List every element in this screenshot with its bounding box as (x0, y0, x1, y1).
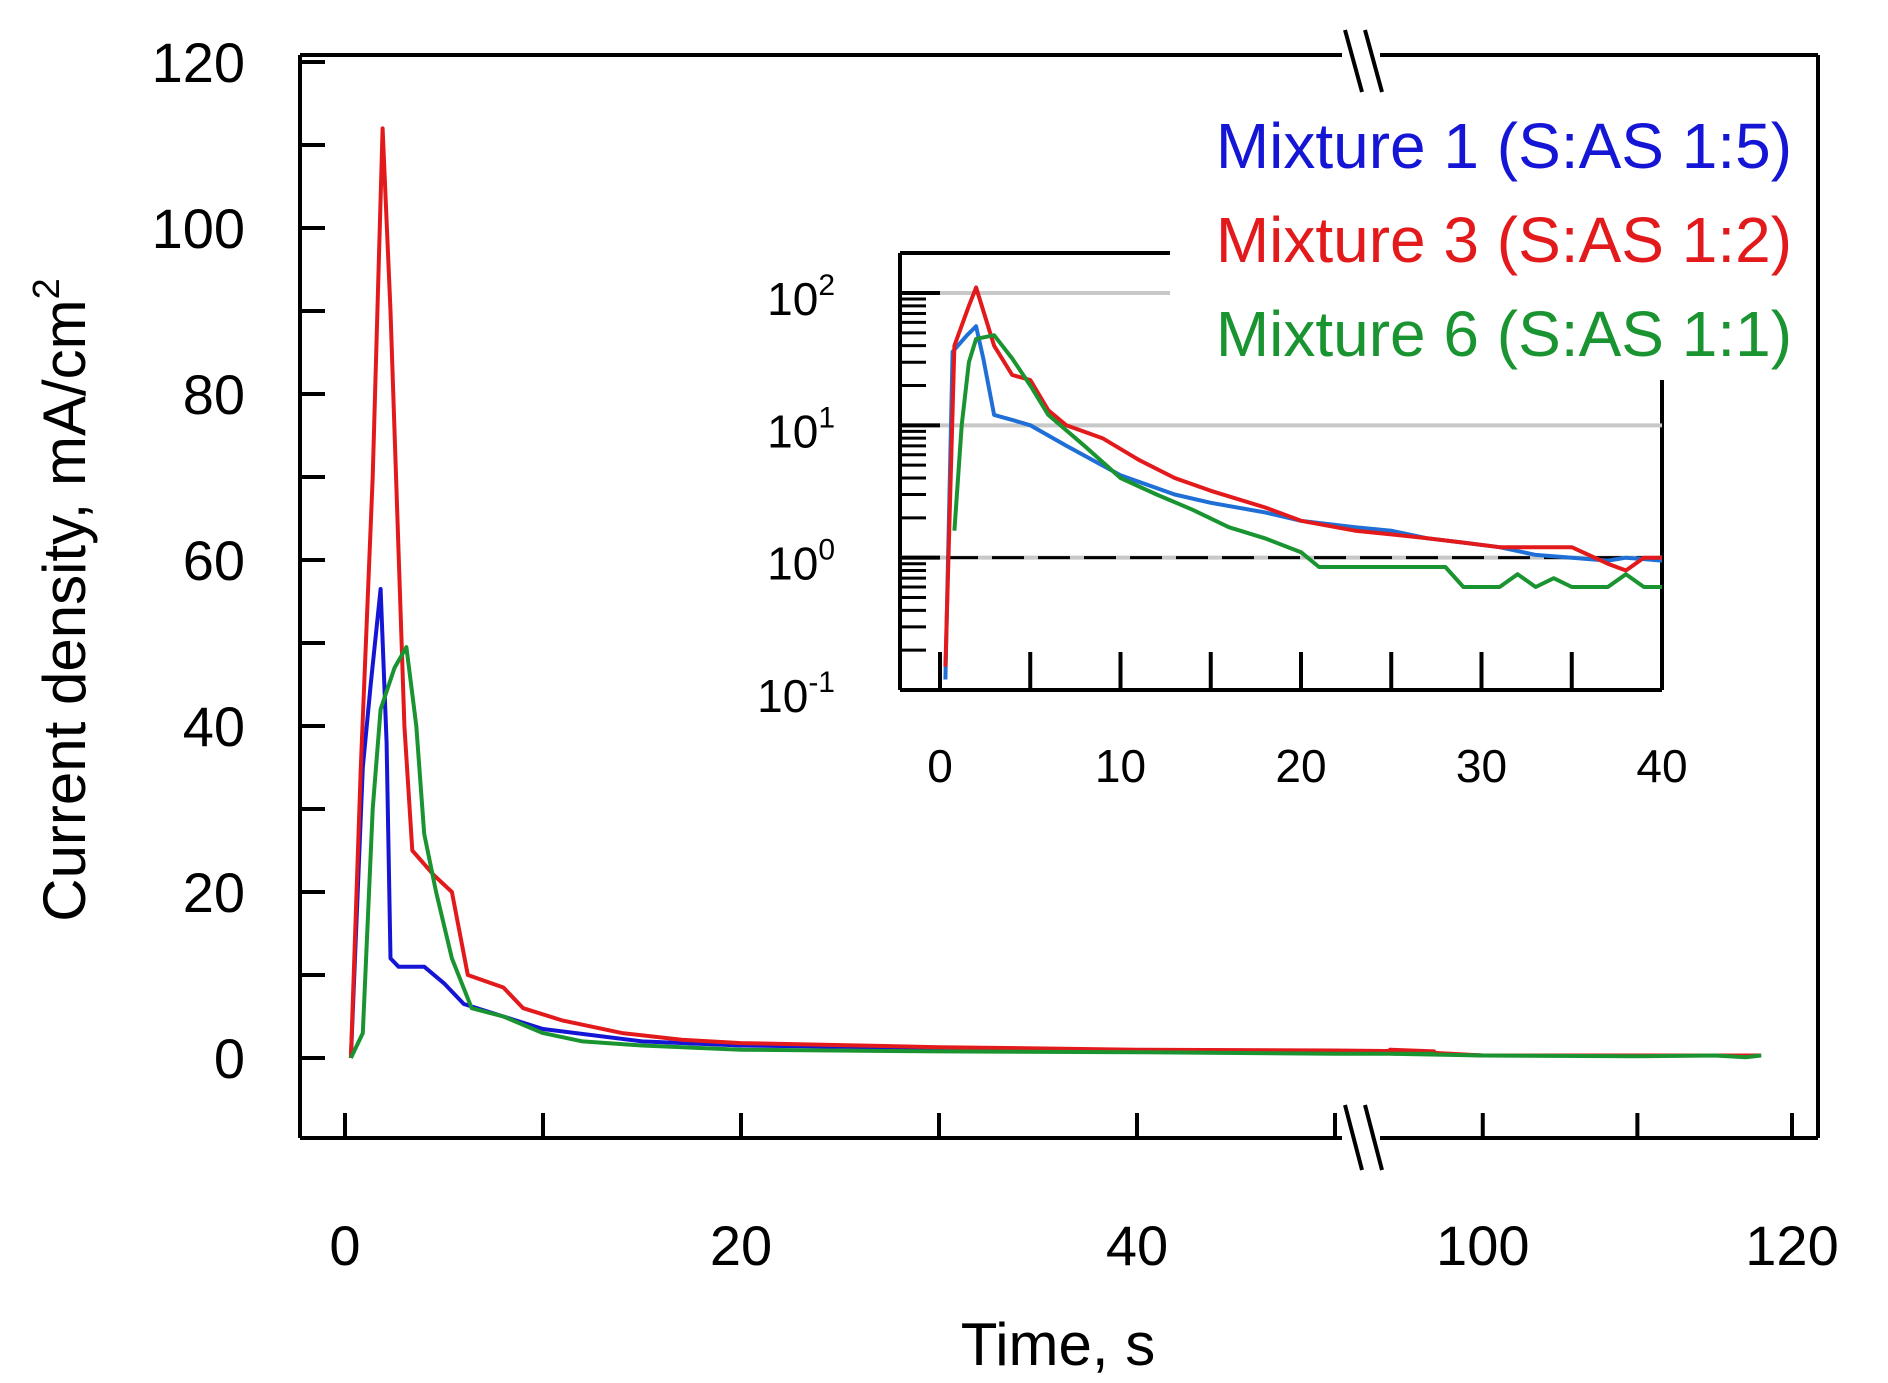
main-series-line-2 (348, 126, 1762, 1059)
inset-y-tick-label: 100 (767, 534, 835, 590)
inset-y-tick-base: 10 (767, 273, 818, 325)
inset-y-tick-exponent: 1 (818, 401, 835, 434)
x-tick-label: 40 (1106, 1214, 1168, 1277)
inset-x-tick-label: 20 (1275, 740, 1326, 792)
x-tick-label: 20 (710, 1214, 772, 1277)
y-tick-label: 20 (183, 861, 245, 924)
y-axis-title-main: Current density, mA/cm (31, 299, 98, 921)
inset-y-tick-label: 10-1 (757, 666, 835, 722)
x-tick-label: 120 (1745, 1214, 1838, 1277)
y-tick-label: 60 (183, 529, 245, 592)
inset-x-tick-label: 10 (1095, 740, 1146, 792)
inset-x-tick-label: 0 (927, 740, 953, 792)
y-tick-label: 80 (183, 363, 245, 426)
inset-y-tick-exponent: 2 (818, 269, 835, 302)
x-tick-label: 100 (1436, 1214, 1529, 1277)
main-series-line-3 (349, 645, 1762, 1060)
legend-entry-mixture-1: Mixture 1 (S:AS 1:5) (1216, 110, 1792, 182)
inset-y-tick-base: 10 (767, 405, 818, 457)
axis-break-mark-bottom-2 (1363, 1104, 1384, 1171)
main-plot-frame (298, 29, 1820, 1171)
y-tick-label: 40 (183, 695, 245, 758)
inset-series-line-3 (952, 333, 1662, 589)
axis-break-mark-top-1 (1343, 29, 1364, 93)
y-axis-title-group: Current density, mA/cm2 (26, 278, 98, 922)
inset-y-tick-base: 10 (767, 538, 818, 590)
inset-x-tick-label: 40 (1636, 740, 1687, 792)
y-tick-label: 100 (152, 197, 245, 260)
inset-y-tick-exponent: 0 (818, 534, 835, 567)
x-tick-label: 0 (329, 1214, 360, 1277)
inset-series-line-1 (943, 324, 1663, 680)
y-axis-title-superscript: 2 (26, 278, 68, 299)
legend-background (1170, 108, 1810, 376)
inset-y-tick-base: 10 (757, 670, 808, 722)
y-tick-label: 0 (214, 1027, 245, 1090)
inset-series-line-2 (943, 285, 1662, 667)
axis-break-mark-bottom-1 (1343, 1104, 1364, 1171)
inset-x-ticks: 0 10 20 30 40 (927, 652, 1688, 792)
main-x-ticks: 0 20 40 100 120 (329, 1113, 1839, 1277)
legend-entry-mixture-3: Mixture 3 (S:AS 1:2) (1216, 204, 1792, 276)
inset-x-tick-label: 30 (1456, 740, 1507, 792)
main-y-ticks: 0 20 40 60 80 100 120 (152, 31, 325, 1090)
inset-series-group (943, 285, 1663, 680)
y-axis-title: Current density, mA/cm2 (26, 278, 98, 922)
inset-y-tick-label: 101 (767, 401, 835, 457)
inset-y-tick-label: 102 (767, 269, 835, 325)
legend: Mixture 1 (S:AS 1:5) Mixture 3 (S:AS 1:2… (1170, 108, 1810, 376)
main-series-group (348, 126, 1762, 1060)
legend-entry-mixture-6: Mixture 6 (S:AS 1:1) (1216, 298, 1792, 370)
x-axis-title: Time, s (961, 1311, 1155, 1378)
axis-break-mark-top-2 (1363, 29, 1384, 93)
inset-minor-ticks (900, 297, 926, 652)
inset-y-tick-exponent: -1 (808, 666, 835, 699)
y-tick-label: 120 (152, 31, 245, 94)
